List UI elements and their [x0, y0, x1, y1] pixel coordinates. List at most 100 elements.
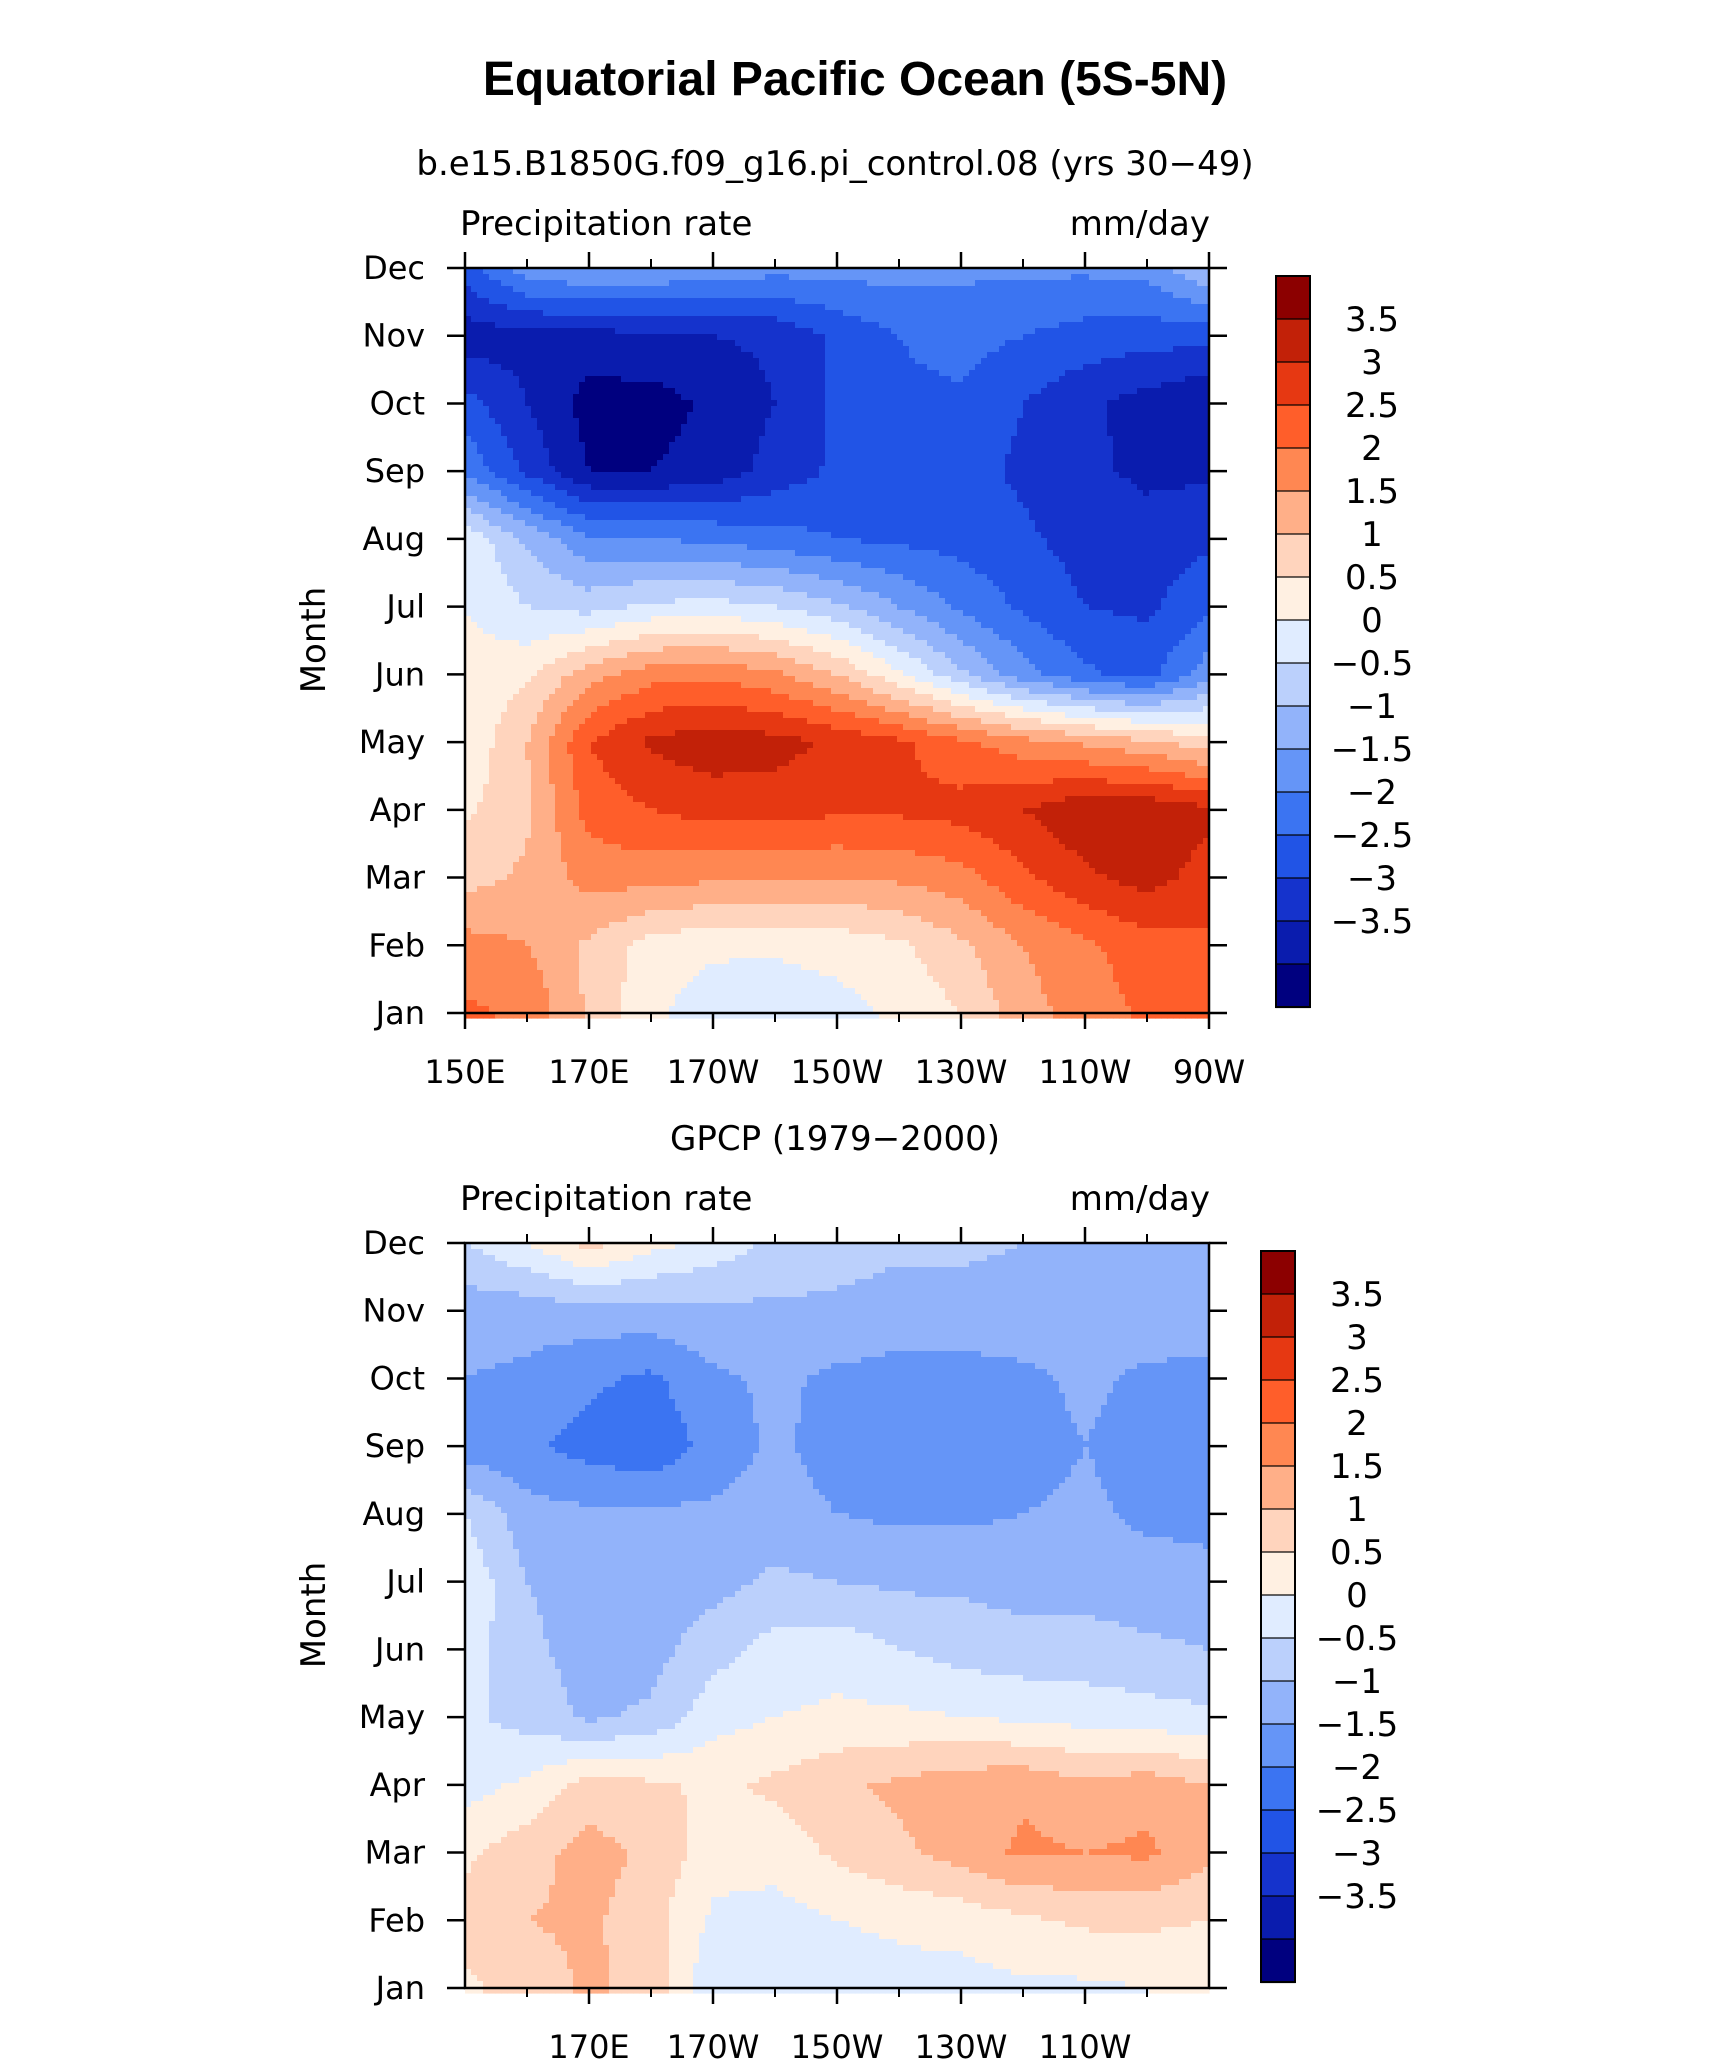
heatmap-cell: [927, 358, 934, 365]
heatmap-cell: [957, 298, 964, 305]
heatmap-cell: [477, 496, 484, 503]
heatmap-cell: [891, 370, 898, 377]
heatmap-cell: [825, 274, 832, 281]
heatmap-cell: [1143, 442, 1150, 449]
heatmap-cell: [921, 448, 928, 455]
heatmap-cell: [771, 442, 778, 449]
heatmap-cell: [885, 346, 892, 353]
heatmap-cell: [909, 292, 916, 299]
heatmap-cell: [585, 454, 592, 461]
heatmap-cell: [1173, 340, 1180, 347]
heatmap-cell: [549, 370, 556, 377]
heatmap-cell: [633, 448, 640, 455]
heatmap-cell: [819, 454, 826, 461]
heatmap-cell: [837, 388, 844, 395]
heatmap-cell: [753, 304, 760, 311]
heatmap-cell: [483, 292, 490, 299]
heatmap-cell: [795, 382, 802, 389]
heatmap-cell: [507, 502, 514, 509]
heatmap-cell: [1017, 418, 1024, 425]
heatmap-cell: [555, 478, 562, 485]
heatmap-cell: [945, 394, 952, 401]
heatmap-cell: [783, 460, 790, 467]
heatmap-cell: [897, 412, 904, 419]
heatmap-cell: [897, 286, 904, 293]
heatmap-cell: [843, 490, 850, 497]
heatmap-cell: [489, 442, 496, 449]
heatmap-cell: [765, 292, 772, 299]
heatmap-cell: [969, 418, 976, 425]
heatmap-cell: [717, 352, 724, 359]
heatmap-cell: [777, 286, 784, 293]
heatmap-cell: [885, 466, 892, 473]
heatmap-cell: [999, 472, 1006, 479]
heatmap-cell: [969, 490, 976, 497]
heatmap-cell: [753, 466, 760, 473]
heatmap-cell: [717, 394, 724, 401]
heatmap-cell: [579, 286, 586, 293]
heatmap-cell: [771, 460, 778, 467]
heatmap-cell: [729, 382, 736, 389]
heatmap-cell: [1155, 400, 1162, 407]
heatmap-cell: [1059, 406, 1066, 413]
heatmap-cell: [1119, 322, 1126, 329]
heatmap-cell: [1041, 364, 1048, 371]
heatmap-cell: [831, 478, 838, 485]
heatmap-cell: [1125, 334, 1132, 341]
heatmap-cell: [669, 382, 676, 389]
heatmap-cell: [939, 334, 946, 341]
heatmap-cell: [879, 406, 886, 413]
heatmap-cell: [921, 436, 928, 443]
heatmap-cell: [483, 394, 490, 401]
heatmap-cell: [1137, 394, 1144, 401]
heatmap-cell: [633, 370, 640, 377]
heatmap-cell: [531, 334, 538, 341]
heatmap-cell: [1095, 328, 1102, 335]
heatmap-cell: [1173, 472, 1180, 479]
heatmap-cell: [915, 418, 922, 425]
heatmap-cell: [495, 280, 502, 287]
heatmap-cell: [1191, 304, 1198, 311]
heatmap-cell: [729, 358, 736, 365]
heatmap-cell: [999, 334, 1006, 341]
heatmap-cell: [963, 430, 970, 437]
heatmap-cell: [1005, 490, 1012, 497]
heatmap-cell: [867, 484, 874, 491]
heatmap-cell: [549, 316, 556, 323]
heatmap-cell: [993, 364, 1000, 371]
heatmap-cell: [867, 418, 874, 425]
heatmap-cell: [891, 286, 898, 293]
heatmap-cell: [1083, 472, 1090, 479]
heatmap-cell: [867, 478, 874, 485]
heatmap-cell: [801, 298, 808, 305]
heatmap-cell: [561, 286, 568, 293]
heatmap-cell: [735, 274, 742, 281]
heatmap-cell: [1065, 304, 1072, 311]
heatmap-cell: [549, 484, 556, 491]
heatmap-cell: [825, 478, 832, 485]
heatmap-cell: [717, 418, 724, 425]
heatmap-cell: [849, 502, 856, 509]
heatmap-cell: [1113, 358, 1120, 365]
heatmap-cell: [627, 430, 634, 437]
heatmap-cell: [579, 502, 586, 509]
heatmap-cell: [1017, 406, 1024, 413]
heatmap-cell: [1077, 274, 1084, 281]
heatmap-cell: [885, 340, 892, 347]
heatmap-cell: [1035, 442, 1042, 449]
heatmap-cell: [711, 430, 718, 437]
heatmap-cell: [819, 322, 826, 329]
heatmap-cell: [699, 352, 706, 359]
heatmap-cell: [525, 478, 532, 485]
heatmap-cell: [765, 388, 772, 395]
heatmap-cell: [975, 496, 982, 503]
heatmap-cell: [645, 310, 652, 317]
heatmap-cell: [555, 460, 562, 467]
heatmap-cell: [1137, 442, 1144, 449]
heatmap-cell: [1125, 388, 1132, 395]
heatmap-cell: [831, 286, 838, 293]
heatmap-cell: [471, 286, 478, 293]
heatmap-cell: [489, 400, 496, 407]
heatmap-cell: [693, 484, 700, 491]
heatmap-cell: [675, 280, 682, 287]
